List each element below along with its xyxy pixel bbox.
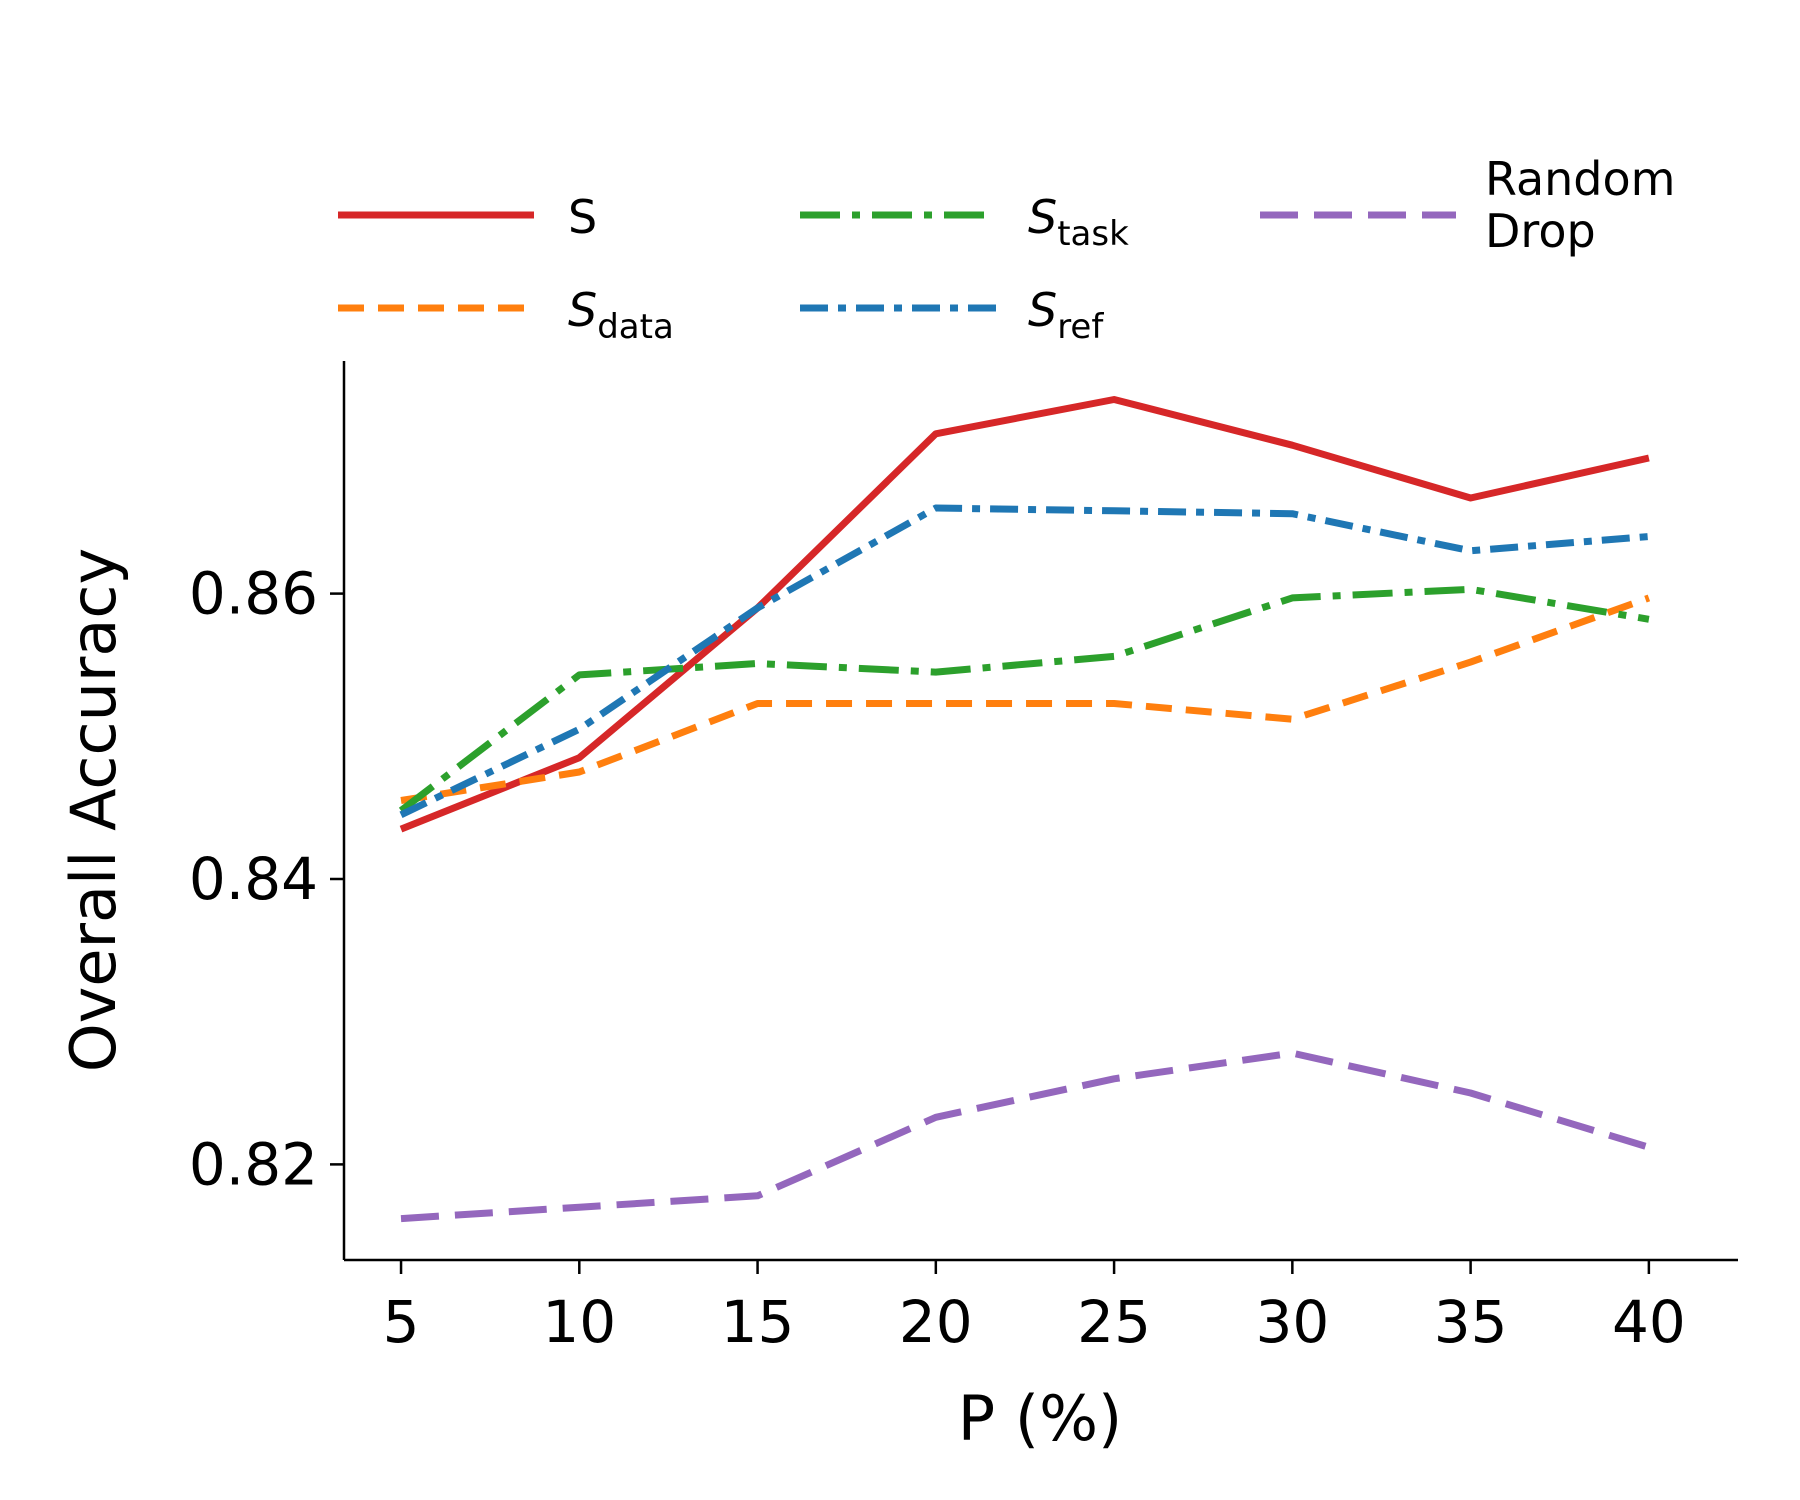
x-tick-label: 5: [383, 1288, 420, 1356]
axes: [342, 361, 1738, 1262]
series-line-random: [400, 1049, 1650, 1223]
y-axis-title: Overall Accuracy: [57, 548, 130, 1072]
legend-label-stask: Stask: [1028, 190, 1129, 254]
legend-label-sref: Sref: [1028, 283, 1104, 347]
x-tick-label: 20: [899, 1288, 973, 1356]
series-line-s: [399, 396, 1650, 833]
y-ticks: 0.82 0.84 0.86: [189, 560, 344, 1198]
x-tick-label: 25: [1077, 1288, 1151, 1356]
x-tick-label: 40: [1612, 1288, 1686, 1356]
series-line-stask: [398, 585, 1650, 814]
y-tick-label: 0.86: [189, 560, 318, 628]
legend-label-random: Random: [1485, 152, 1675, 206]
x-tick-label: 10: [542, 1288, 616, 1356]
x-tick-label: 35: [1434, 1288, 1508, 1356]
x-ticks: 5 10 15 20 25 30 35 40: [383, 1260, 1686, 1356]
series-line-sdata: [400, 594, 1651, 804]
y-tick-label: 0.84: [189, 845, 318, 913]
legend-label-sdata: Sdata: [568, 283, 674, 347]
series-lines: [398, 396, 1651, 1223]
x-tick-label: 15: [721, 1288, 795, 1356]
y-tick-label: 0.82: [189, 1130, 318, 1198]
legend-label-random: Drop: [1485, 204, 1596, 258]
legend-label-s: S: [568, 190, 597, 244]
x-axis-title: P (%): [958, 1382, 1122, 1455]
x-tick-label: 30: [1255, 1288, 1329, 1356]
series-line-sref: [399, 504, 1650, 818]
